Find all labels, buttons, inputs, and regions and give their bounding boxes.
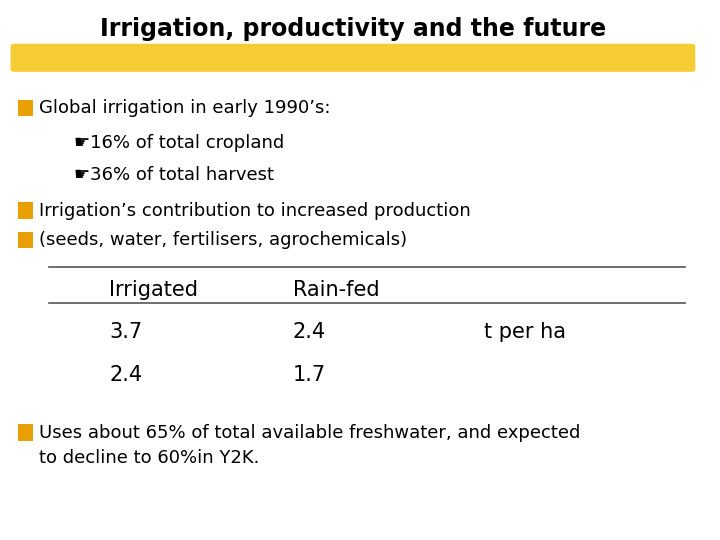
Bar — [18, 424, 33, 441]
Bar — [18, 202, 33, 219]
Text: (seeds, water, fertilisers, agrochemicals): (seeds, water, fertilisers, agrochemical… — [39, 231, 407, 249]
Text: Global irrigation in early 1990’s:: Global irrigation in early 1990’s: — [39, 99, 330, 117]
Text: Irrigated: Irrigated — [109, 280, 199, 300]
Text: Rain-fed: Rain-fed — [293, 280, 379, 300]
Text: 3.7: 3.7 — [109, 322, 143, 342]
Text: t per ha: t per ha — [484, 322, 566, 342]
Text: ☛16% of total cropland: ☛16% of total cropland — [74, 134, 284, 152]
Text: Irrigation’s contribution to increased production: Irrigation’s contribution to increased p… — [39, 201, 471, 220]
Text: 1.7: 1.7 — [293, 365, 326, 386]
FancyBboxPatch shape — [11, 44, 696, 72]
Bar — [18, 100, 33, 116]
Text: Uses about 65% of total available freshwater, and expected: Uses about 65% of total available freshw… — [39, 423, 580, 442]
Text: to decline to 60%in Y2K.: to decline to 60%in Y2K. — [39, 449, 259, 468]
Text: ☛36% of total harvest: ☛36% of total harvest — [74, 166, 274, 185]
Bar — [18, 232, 33, 248]
Text: 2.4: 2.4 — [293, 322, 326, 342]
Text: Irrigation, productivity and the future: Irrigation, productivity and the future — [100, 17, 606, 40]
Text: 2.4: 2.4 — [109, 365, 143, 386]
